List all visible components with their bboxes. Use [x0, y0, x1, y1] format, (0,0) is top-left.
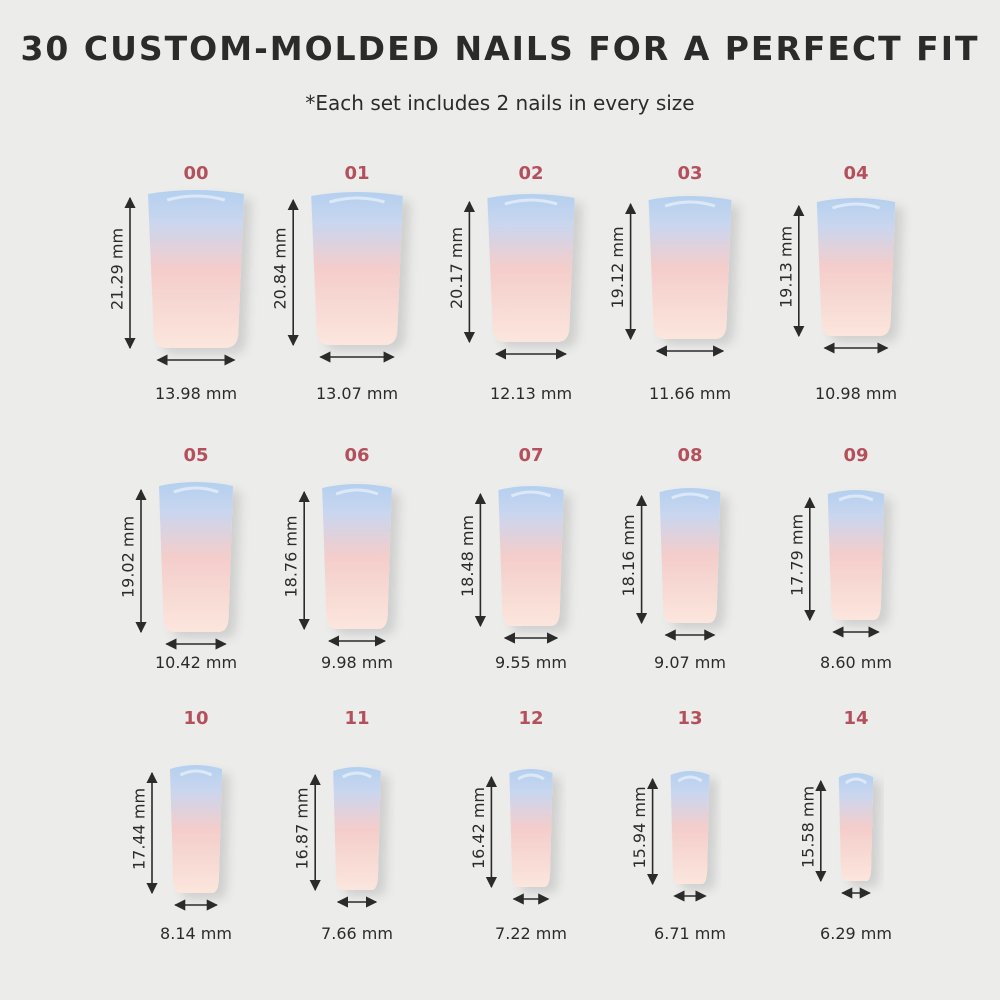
length-label: 19.13 mm	[776, 226, 795, 308]
title: 30 CUSTOM-MOLDED NAILS FOR A PERFECT FIT	[20, 29, 979, 68]
width-label: 10.98 mm	[815, 384, 897, 403]
size-label: 11	[344, 708, 369, 729]
nail	[648, 196, 732, 339]
size-label: 09	[843, 445, 868, 466]
nail-shine	[504, 198, 558, 206]
size-label: 06	[344, 445, 369, 466]
length-label: 18.76 mm	[282, 515, 301, 597]
nail-shine	[517, 773, 545, 781]
nail	[322, 484, 392, 629]
width-label: 8.14 mm	[160, 924, 232, 943]
width-label: 7.66 mm	[321, 924, 393, 943]
width-label: 6.71 mm	[654, 924, 726, 943]
nail-shine	[831, 202, 881, 210]
length-label: 15.94 mm	[630, 786, 649, 868]
length-label: 17.79 mm	[787, 514, 806, 596]
nail-shine	[335, 488, 379, 496]
nail	[333, 767, 381, 890]
nail-shine	[329, 196, 385, 204]
width-label: 12.13 mm	[490, 384, 572, 403]
nail	[827, 490, 885, 620]
nail	[487, 194, 575, 342]
width-label: 10.42 mm	[155, 653, 237, 672]
size-label: 13	[677, 708, 702, 729]
nail-shine	[838, 494, 874, 502]
nail	[838, 773, 874, 881]
nail-shine	[671, 492, 709, 500]
nail	[670, 771, 710, 884]
width-label: 6.29 mm	[820, 924, 892, 943]
size-label: 12	[518, 708, 543, 729]
size-label: 02	[518, 163, 543, 184]
width-label: 7.22 mm	[495, 924, 567, 943]
size-label: 08	[677, 445, 702, 466]
nail	[148, 190, 244, 348]
size-label: 14	[843, 708, 868, 729]
length-label: 16.42 mm	[469, 787, 488, 869]
length-label: 18.16 mm	[619, 514, 638, 596]
size-label: 07	[518, 445, 543, 466]
width-label: 13.07 mm	[316, 384, 398, 403]
nail-shine	[664, 200, 716, 208]
nail-shine	[341, 771, 373, 779]
width-label: 9.98 mm	[321, 653, 393, 672]
length-label: 17.44 mm	[130, 788, 149, 870]
size-label: 03	[677, 163, 702, 184]
nail	[159, 482, 233, 632]
length-label: 15.58 mm	[798, 786, 817, 868]
size-label: 04	[843, 163, 868, 184]
nail	[170, 765, 222, 893]
length-label: 21.29 mm	[108, 228, 127, 310]
nail-shine	[179, 769, 213, 777]
length-label: 20.17 mm	[447, 227, 466, 309]
subtitle: *Each set includes 2 nails in every size	[305, 91, 694, 115]
nail	[311, 192, 403, 345]
nail	[498, 486, 564, 626]
length-label: 19.02 mm	[119, 516, 138, 598]
nail	[509, 769, 553, 887]
size-label: 01	[344, 163, 369, 184]
length-label: 19.12 mm	[608, 226, 627, 308]
nail-shine	[166, 194, 226, 202]
length-label: 20.84 mm	[271, 227, 290, 309]
size-label: 00	[183, 163, 208, 184]
nail-shine	[173, 486, 219, 494]
width-label: 9.07 mm	[654, 653, 726, 672]
width-label: 11.66 mm	[649, 384, 731, 403]
nail-shine	[677, 775, 703, 783]
size-label: 05	[183, 445, 208, 466]
size-label: 10	[183, 708, 208, 729]
nail	[659, 488, 721, 623]
width-label: 13.98 mm	[155, 384, 237, 403]
nail-shine	[510, 490, 552, 498]
length-label: 16.87 mm	[293, 787, 312, 869]
width-label: 9.55 mm	[495, 653, 567, 672]
width-label: 8.60 mm	[820, 653, 892, 672]
nail	[816, 198, 896, 336]
length-label: 18.48 mm	[458, 515, 477, 597]
nail-shine	[844, 777, 868, 785]
